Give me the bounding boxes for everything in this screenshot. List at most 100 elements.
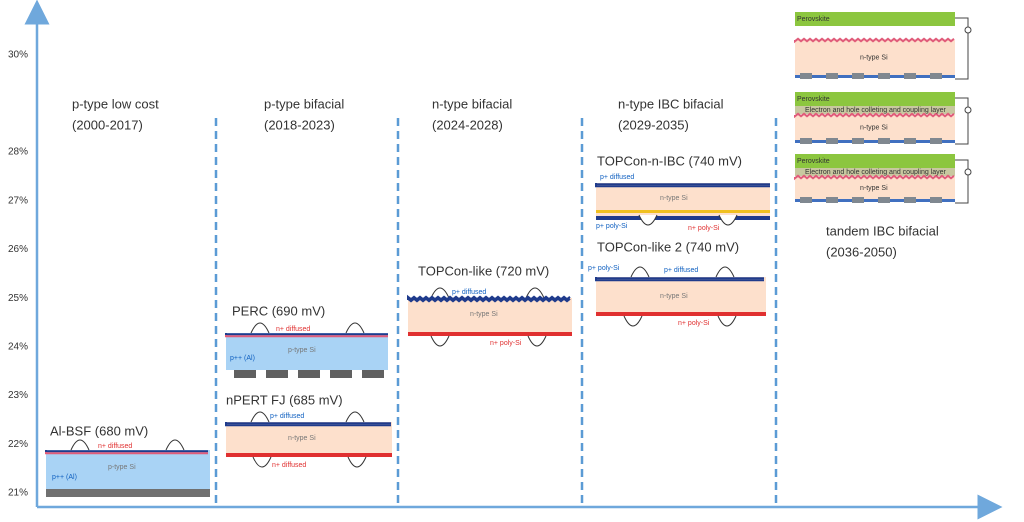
wavy-layer	[595, 183, 770, 186]
contact	[430, 335, 450, 347]
wavy-layer	[595, 185, 770, 188]
coupling-layer	[795, 168, 955, 176]
contact	[250, 411, 270, 423]
layer-label: n+ poly-Si	[490, 340, 522, 347]
wavy-layer	[595, 277, 764, 280]
contact	[715, 266, 735, 278]
contact	[527, 335, 547, 347]
cell-bottom	[46, 489, 210, 497]
cell-title: TOPCon-like 2 (740 mV)	[597, 239, 739, 254]
layer-label: p+ poly-Si	[588, 265, 620, 272]
metal-contact	[330, 370, 352, 378]
back-contact	[826, 73, 838, 79]
layer-label: n-type Si	[470, 311, 498, 318]
cell-body	[596, 183, 770, 220]
coupling-layer	[795, 106, 955, 114]
wavy-layer	[225, 424, 391, 427]
back-contact	[904, 197, 916, 203]
metal-contact	[234, 370, 256, 378]
si-body	[795, 115, 955, 140]
cell-body	[596, 277, 766, 316]
cell-body	[408, 298, 572, 336]
wavy-layer	[794, 174, 955, 181]
back-contact	[800, 138, 812, 144]
back-contact	[852, 138, 864, 144]
cell-body	[226, 422, 392, 457]
contact	[718, 214, 738, 226]
perovskite-layer	[795, 12, 955, 26]
contact	[525, 287, 545, 299]
layer-label: n-type Si	[288, 435, 316, 442]
layer-label: n+ diffused	[276, 326, 310, 333]
period-years: (2036-2050)	[826, 244, 897, 259]
y-tick-label: 28%	[8, 147, 28, 158]
back-contact	[930, 73, 942, 79]
wavy-layer	[45, 452, 208, 455]
wavy-layer	[225, 333, 388, 336]
back-contact	[800, 197, 812, 203]
terminal	[964, 106, 972, 114]
layer-label: p+ poly-Si	[596, 223, 628, 230]
contact	[623, 315, 643, 327]
cell-title: TOPCon-like (720 mV)	[418, 263, 549, 278]
y-tick-label: 23%	[8, 390, 28, 401]
terminal	[964, 168, 972, 176]
metal-contact	[266, 370, 288, 378]
wavy-layer	[794, 112, 955, 119]
contact	[345, 411, 365, 423]
period-years: (2029-2035)	[618, 117, 689, 132]
y-tick-label: 24%	[8, 342, 28, 353]
cell-title: TOPCon-n-IBC (740 mV)	[597, 153, 742, 168]
layer-label: n+ poly-Si	[678, 320, 710, 327]
cell-title: PERC (690 mV)	[232, 303, 325, 318]
wavy-layer	[225, 335, 388, 338]
y-tick-label: 26%	[8, 244, 28, 255]
metal-contact	[298, 370, 320, 378]
cell-bottom	[596, 312, 766, 316]
layer-label: Perovskite	[797, 96, 830, 103]
layer-label: n+ diffused	[272, 462, 306, 469]
circuit	[955, 17, 969, 80]
back-layer	[795, 75, 955, 78]
wavy-layer	[407, 296, 571, 303]
back-contact	[826, 138, 838, 144]
back-contact	[930, 138, 942, 144]
y-tick-label: 30%	[8, 49, 28, 60]
cell-title: Al-BSF (680 mV)	[50, 423, 148, 438]
layer-label: p+ diffused	[270, 413, 304, 420]
cell-bottom	[408, 332, 572, 336]
layer-label: p-type Si	[108, 464, 136, 471]
terminal	[964, 26, 972, 34]
layer-label: n+ poly-Si	[688, 225, 720, 232]
back-contact	[800, 73, 812, 79]
si-body	[795, 177, 955, 199]
contact	[250, 322, 270, 334]
back-contact	[852, 73, 864, 79]
contact	[252, 456, 272, 468]
back-layer	[795, 199, 955, 202]
circuit	[955, 97, 969, 145]
back-contact	[904, 138, 916, 144]
period-name: p-type low cost	[72, 96, 159, 111]
si-body	[795, 40, 955, 75]
back-contact	[930, 197, 942, 203]
contact	[717, 315, 737, 327]
back-layer	[795, 140, 955, 143]
back-contact	[852, 197, 864, 203]
contact	[430, 287, 450, 299]
layer-label: Electron and hole colleting and coupling…	[805, 107, 947, 114]
cell-stripe	[596, 210, 770, 213]
back-contact	[878, 73, 890, 79]
wavy-layer	[407, 294, 571, 301]
perovskite-layer	[795, 154, 955, 168]
contact	[165, 439, 185, 451]
y-tick-label: 27%	[8, 195, 28, 206]
contact	[70, 439, 90, 451]
layer-label: n+ diffused	[98, 443, 132, 450]
layer-label: p++ (Al)	[230, 355, 255, 362]
back-contact	[878, 138, 890, 144]
layer-label: p++ (Al)	[52, 474, 77, 481]
period-years: (2000-2017)	[72, 117, 143, 132]
y-tick-label: 22%	[8, 439, 28, 450]
